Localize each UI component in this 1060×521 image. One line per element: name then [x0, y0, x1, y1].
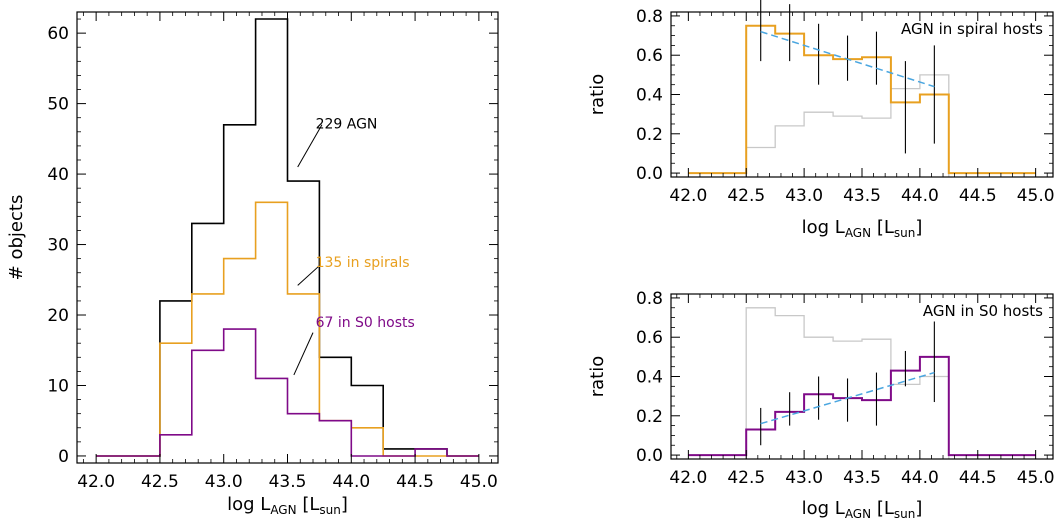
y-tick-label: 0 — [58, 447, 69, 467]
x-axis-label-part: [L — [871, 217, 894, 238]
x-axis-label-part: ] — [915, 217, 922, 238]
ratio-step — [688, 355, 1036, 457]
chart-left: 229 AGN 135 in spirals 67 in S0 hosts 42.0 4… — [6, 11, 499, 517]
y-tick-label: 0.8 — [636, 289, 663, 309]
y-tick-label: 0.0 — [636, 446, 663, 466]
y-tick-label: 0.4 — [636, 368, 663, 388]
y-tick-label: 20 — [47, 306, 69, 326]
x-axis-label-part: log L — [802, 498, 845, 519]
annotation-label: 229 AGN — [316, 116, 378, 132]
y-tick-label: 0.2 — [636, 125, 663, 145]
y-tick-label: 50 — [47, 95, 69, 115]
annotation-leader — [293, 332, 314, 376]
annotation-label: 67 in S0 hosts — [316, 315, 415, 331]
y-tick-label: 0.0 — [636, 164, 663, 184]
y-tick-label: 0.6 — [636, 46, 663, 66]
annotation-label: 135 in spirals — [316, 255, 410, 271]
x-tick-label: 44.0 — [901, 186, 939, 206]
ratio-step — [688, 24, 1036, 175]
y-tick-label: 60 — [47, 24, 69, 44]
x-tick-label: 45.0 — [460, 472, 498, 492]
annotation-leader — [297, 124, 323, 168]
x-tick-label: 43.0 — [205, 472, 243, 492]
y-tick-label: 0.8 — [636, 7, 663, 27]
x-tick-label: 44.0 — [901, 468, 939, 488]
x-tick-label: 42.0 — [669, 468, 707, 488]
y-tick-label: 0.6 — [636, 328, 663, 348]
x-axis-label-part: AGN — [270, 503, 296, 517]
x-axis-label: log LAGN [Lsun] — [802, 498, 923, 521]
x-axis-label-part: ] — [341, 494, 348, 515]
x-tick-label: 43.0 — [785, 468, 823, 488]
x-axis-label-part: sun — [319, 503, 340, 517]
x-tick-label: 44.0 — [332, 472, 370, 492]
y-axis-label: ratio — [587, 356, 608, 398]
x-tick-label: 43.0 — [785, 186, 823, 206]
histogram-spiral — [96, 201, 479, 457]
x-axis-label-part: sun — [894, 507, 915, 521]
fit-line — [760, 30, 935, 88]
y-tick-label: 30 — [47, 236, 69, 256]
x-tick-label: 43.5 — [843, 468, 881, 488]
x-axis-label-part: log L — [227, 494, 270, 515]
x-tick-label: 42.0 — [77, 472, 115, 492]
x-tick-label: 43.5 — [269, 472, 307, 492]
y-tick-label: 40 — [47, 165, 69, 185]
x-tick-label: 43.5 — [843, 186, 881, 206]
x-axis-label: log LAGN [Lsun] — [227, 494, 348, 517]
fit-line — [760, 371, 935, 425]
x-tick-label: 44.5 — [959, 186, 997, 206]
panel-title: AGN in spiral hosts — [901, 20, 1043, 38]
y-tick-label: 0.2 — [636, 407, 663, 427]
panel-title: AGN in S0 hosts — [923, 302, 1043, 320]
x-tick-label: 45.0 — [1017, 468, 1055, 488]
x-tick-label: 45.0 — [1017, 186, 1055, 206]
x-axis-label-part: AGN — [845, 226, 871, 240]
x-axis-label-part: ] — [915, 498, 922, 519]
x-tick-label: 42.5 — [727, 186, 765, 206]
x-axis-label-part: [L — [871, 498, 894, 519]
x-tick-label: 42.5 — [727, 468, 765, 488]
complement-ratio-step — [745, 74, 950, 177]
x-axis-label: log LAGN [Lsun] — [802, 217, 923, 240]
histogram-s0 — [96, 328, 479, 457]
chart-bottom-right: AGN in S0 hosts 42.0 42.5 43.0 43.5 44.0 44.5 4… — [587, 289, 1055, 521]
x-tick-label: 42.5 — [141, 472, 179, 492]
x-axis-label-part: sun — [894, 226, 915, 240]
x-axis-label-part: log L — [802, 217, 845, 238]
complement-ratio-step — [745, 307, 950, 459]
y-axis-label: ratio — [587, 74, 608, 116]
histogram-all — [96, 18, 479, 457]
y-axis-label: # objects — [6, 195, 27, 281]
annotation-leader — [297, 265, 320, 286]
x-axis-label-part: AGN — [845, 507, 871, 521]
x-tick-label: 44.5 — [396, 472, 434, 492]
y-tick-label: 10 — [47, 376, 69, 396]
x-tick-label: 42.0 — [669, 186, 707, 206]
y-tick-label: 0.4 — [636, 86, 663, 106]
x-axis-label-part: [L — [297, 494, 320, 515]
chart-top-right: AGN in spiral hosts 42.0 42.5 43.0 43.5 44.0 4… — [587, 0, 1055, 240]
x-tick-label: 44.5 — [959, 468, 997, 488]
